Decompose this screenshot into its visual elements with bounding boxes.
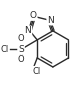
Text: O: O xyxy=(30,11,37,20)
Text: N: N xyxy=(47,16,54,25)
Text: Cl: Cl xyxy=(32,67,40,76)
Text: O: O xyxy=(18,34,24,43)
Text: N: N xyxy=(25,27,31,35)
Text: Cl: Cl xyxy=(1,45,9,54)
Text: S: S xyxy=(18,45,24,54)
Text: O: O xyxy=(18,55,24,64)
